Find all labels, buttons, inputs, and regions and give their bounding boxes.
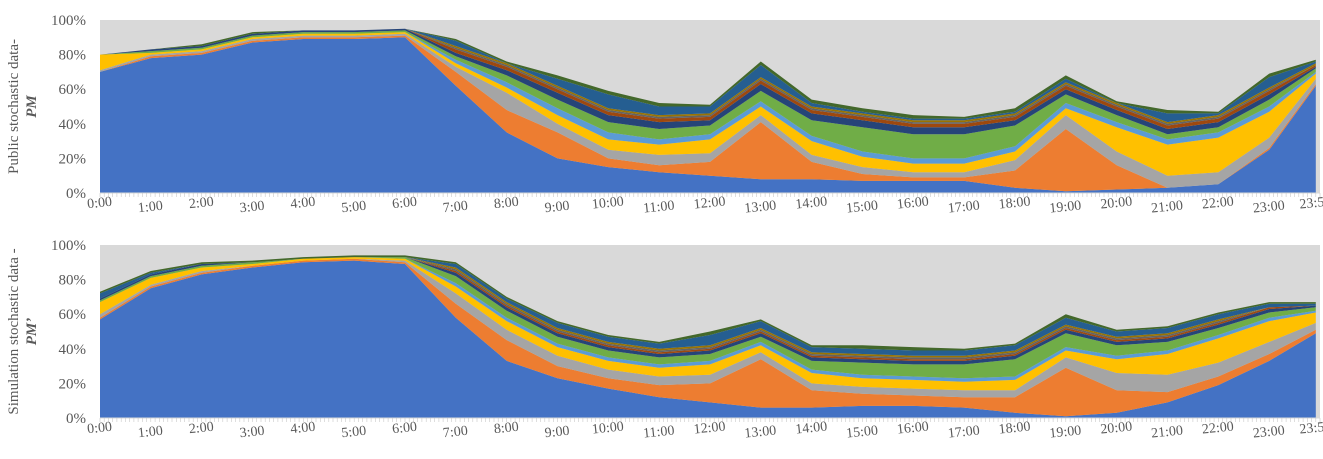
x-tick-label: 1:00 — [137, 199, 163, 217]
area-series-3 — [100, 33, 1316, 188]
x-tick-label: 4:00 — [290, 195, 316, 213]
x-tick-label: 17:00 — [947, 198, 980, 216]
x-tick-label: 10:00 — [591, 194, 624, 212]
x-tick-label: 18:00 — [998, 419, 1031, 437]
x-tick-label: 16:00 — [896, 194, 929, 212]
x-tick-label: 6:00 — [391, 420, 417, 438]
y-axis-label-line1: Public stochastic data- — [6, 39, 22, 174]
area-series-5 — [100, 32, 1316, 164]
x-tick-label: 18:00 — [998, 194, 1031, 212]
x-tick-label: 3:00 — [239, 199, 265, 217]
x-tick-label: 14:00 — [795, 194, 828, 212]
x-tick-label: 0:00 — [86, 195, 112, 213]
x-tick-label: 8:00 — [493, 195, 519, 213]
area-series-11 — [100, 257, 1316, 356]
x-tick-label: 5:00 — [341, 199, 367, 217]
y-tick-label: 40% — [59, 342, 87, 358]
x-tick-label: 23:00 — [1252, 198, 1285, 216]
x-tick-label: 4:00 — [290, 420, 316, 438]
x-tick-label: 0:00 — [86, 420, 112, 438]
x-tick-label: 22:00 — [1201, 419, 1234, 437]
x-axis-minor-ticks — [99, 418, 1321, 422]
y-tick-label: 0% — [66, 411, 86, 427]
y-axis-label-line2: PM’ — [24, 318, 40, 346]
panel-public-pm: 0% 20% 40% 60% 80% 100% 0:00 1:00 2:00 3:00 4:00 5:… — [6, 13, 1323, 217]
x-tick-label: 5:00 — [341, 424, 367, 442]
x-tick-label: 9:00 — [544, 199, 570, 217]
x-tick-label: 11:00 — [642, 198, 675, 216]
x-tick-label: 12:00 — [693, 194, 726, 212]
x-tick-label: 10:00 — [591, 419, 624, 437]
y-tick-label: 60% — [59, 82, 87, 98]
area-series-2 — [100, 258, 1316, 417]
x-tick-label: 2:00 — [188, 420, 214, 438]
x-tick-label: 20:00 — [1100, 194, 1133, 212]
x-tick-label: 20:00 — [1100, 419, 1133, 437]
x-tick-label: 7:00 — [442, 424, 468, 442]
x-tick-label: 19:00 — [1049, 423, 1082, 441]
x-tick-label: 11:00 — [642, 423, 675, 441]
x-tick-label: 17:00 — [947, 423, 980, 441]
y-tick-label: 80% — [59, 48, 87, 64]
x-tick-label: 15:00 — [845, 198, 878, 216]
y-tick-label: 80% — [59, 273, 87, 289]
x-tick-label: 23:55 — [1299, 419, 1323, 437]
y-tick-label: 100% — [51, 238, 86, 254]
y-axis-label-line2: PM — [24, 95, 40, 118]
x-tick-label: 13:00 — [744, 423, 777, 441]
x-tick-label: 23:00 — [1252, 423, 1285, 441]
y-axis-label-line1: Simulation stochastic data - — [6, 248, 22, 414]
x-tick-label: 19:00 — [1049, 198, 1082, 216]
area-series-6 — [100, 30, 1316, 159]
y-axis-label: Simulation stochastic data - PM’ — [6, 248, 40, 414]
x-tick-label: 23:55 — [1299, 194, 1323, 212]
y-tick-label: 0% — [66, 186, 86, 202]
x-tick-label: 1:00 — [137, 424, 163, 442]
area-series-1 — [100, 260, 1316, 418]
x-tick-label: 12:00 — [693, 419, 726, 437]
y-tick-label: 20% — [59, 376, 87, 392]
area-series-3 — [100, 258, 1316, 398]
x-tick-label: 2:00 — [188, 195, 214, 213]
x-tick-label: 21:00 — [1150, 423, 1183, 441]
x-tick-label: 21:00 — [1150, 198, 1183, 216]
x-axis-minor-ticks — [99, 193, 1321, 197]
x-tick-label: 7:00 — [442, 199, 468, 217]
x-tick-label: 22:00 — [1201, 194, 1234, 212]
y-tick-label: 60% — [59, 307, 87, 323]
x-tick-label: 13:00 — [744, 198, 777, 216]
panel-simulation-pm-prime: 0% 20% 40% 60% 80% 100% 0:00 1:00 2:00 3:00 4:00 5:… — [6, 238, 1323, 442]
area-series-1 — [100, 37, 1316, 193]
x-tick-label: 8:00 — [493, 420, 519, 438]
x-tick-label: 14:00 — [795, 419, 828, 437]
x-tick-label: 15:00 — [845, 423, 878, 441]
y-tick-label: 40% — [59, 117, 87, 133]
y-tick-label: 20% — [59, 151, 87, 167]
x-tick-label: 9:00 — [544, 424, 570, 442]
area-series-4 — [100, 32, 1316, 176]
y-axis-label: Public stochastic data- PM — [6, 39, 40, 174]
y-tick-label: 100% — [51, 13, 86, 29]
x-tick-label: 16:00 — [896, 419, 929, 437]
x-tick-label: 6:00 — [391, 195, 417, 213]
x-tick-label: 3:00 — [239, 424, 265, 442]
